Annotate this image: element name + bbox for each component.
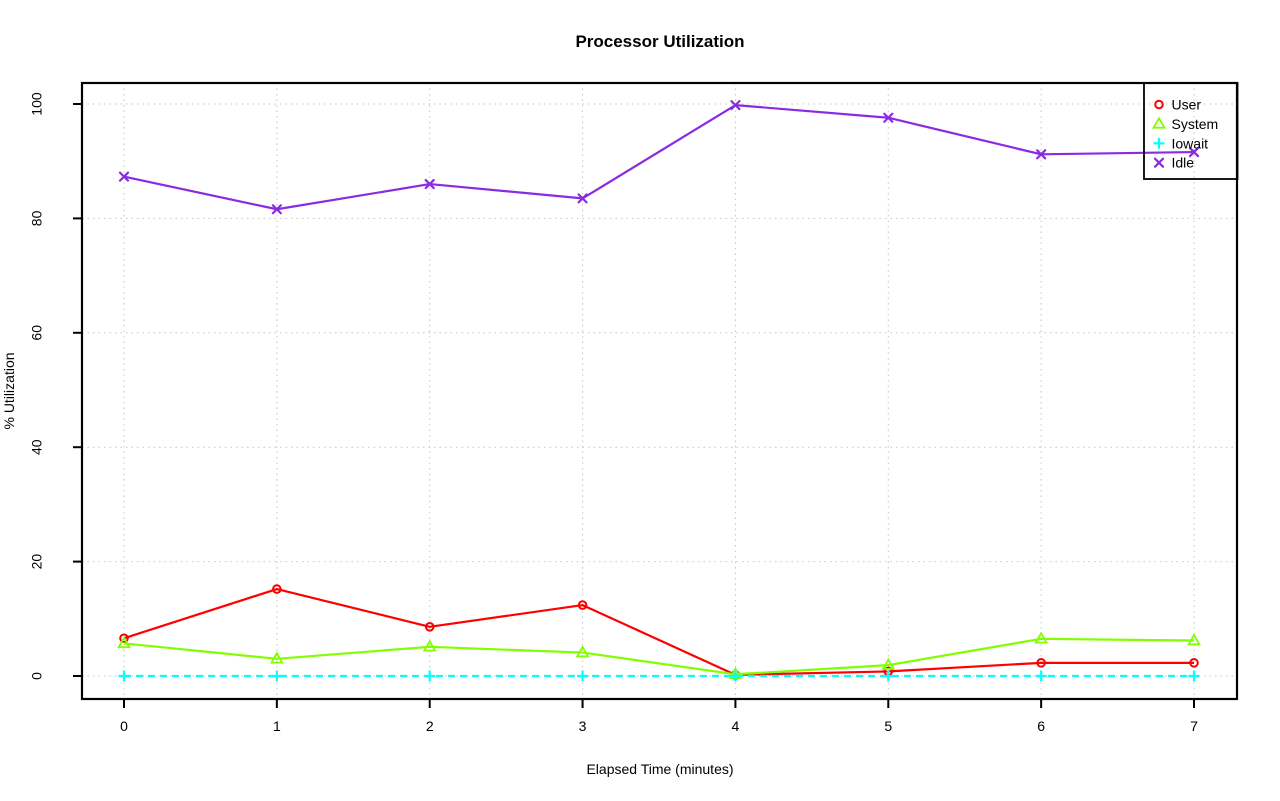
marker-circle-user [272,584,282,594]
marker-triangle-system [1034,631,1049,644]
marker-plus-iowait [118,670,130,682]
marker-x-idle [271,204,282,215]
marker-plus-iowait [424,670,436,682]
plot-border [80,81,1239,701]
marker-triangle-system [881,657,896,670]
grid-layer [82,83,1237,699]
frame-layer [80,81,1239,701]
marker-triangle-legend-system [1152,116,1166,129]
x-tick-label: 5 [884,718,892,734]
marker-triangle-system [269,651,284,664]
marker-x-idle [883,112,894,123]
y-tick-label: 100 [29,92,45,116]
marker-plus-legend-iowait [1153,137,1165,149]
y-tick-label: 40 [29,439,45,455]
legend-label-system: System [1172,116,1219,132]
x-tick-label: 1 [273,718,281,734]
marker-x-idle [118,171,130,182]
marker-circle-user [119,633,129,644]
y-tick-label: 80 [29,210,45,226]
marker-x-idle [1036,149,1047,160]
x-tick-label: 6 [1037,718,1045,734]
y-tick-label: 20 [29,554,45,570]
marker-triangle-system [575,645,590,658]
marker-triangle-system [1187,633,1201,646]
axes-layer: 0 1 2 3 4 5 6 7 0 20 40 60 80 100 [29,92,1198,734]
legend-label-iowait: Iowait [1172,135,1209,151]
marker-circle-user [424,622,435,632]
series-layer [117,100,1201,682]
y-axis-title: % Utilization [1,352,17,429]
marker-circle-user [1036,658,1046,668]
y-tick-label: 60 [29,325,45,341]
marker-triangle-system [422,639,437,652]
legend-layer: User System Iowait Idle [1143,82,1239,180]
marker-plus-iowait [1035,670,1047,682]
marker-plus-iowait [729,670,741,682]
marker-x-legend-idle [1153,157,1165,168]
marker-plus-iowait [577,670,589,682]
marker-plus-iowait [882,670,894,682]
marker-circle-user [1189,658,1199,668]
x-tick-label: 0 [120,718,128,734]
series-line-system [123,637,1195,676]
series-line-user [123,587,1194,676]
marker-plus-iowait [271,670,283,682]
marker-triangle-system [117,635,131,649]
marker-circle-legend-user [1154,99,1164,110]
x-tick-label: 3 [579,718,587,734]
marker-x-idle [424,178,435,190]
x-tick-label: 4 [732,718,740,734]
marker-x-idle [577,193,588,204]
legend-label-user: User [1172,97,1202,113]
marker-plus-iowait [1188,670,1200,682]
marker-circle-user [577,600,588,610]
x-tick-label: 2 [426,718,434,734]
y-tick-label: 0 [29,672,45,680]
marker-x-idle [1188,146,1200,158]
series-line-idle [123,104,1195,211]
chart-title: Processor Utilization [575,32,744,51]
x-axis-title: Elapsed Time (minutes) [586,761,733,777]
x-tick-label: 7 [1190,718,1198,734]
legend-label-idle: Idle [1172,155,1195,171]
marker-x-idle [730,100,741,111]
legend-box [1143,82,1239,180]
